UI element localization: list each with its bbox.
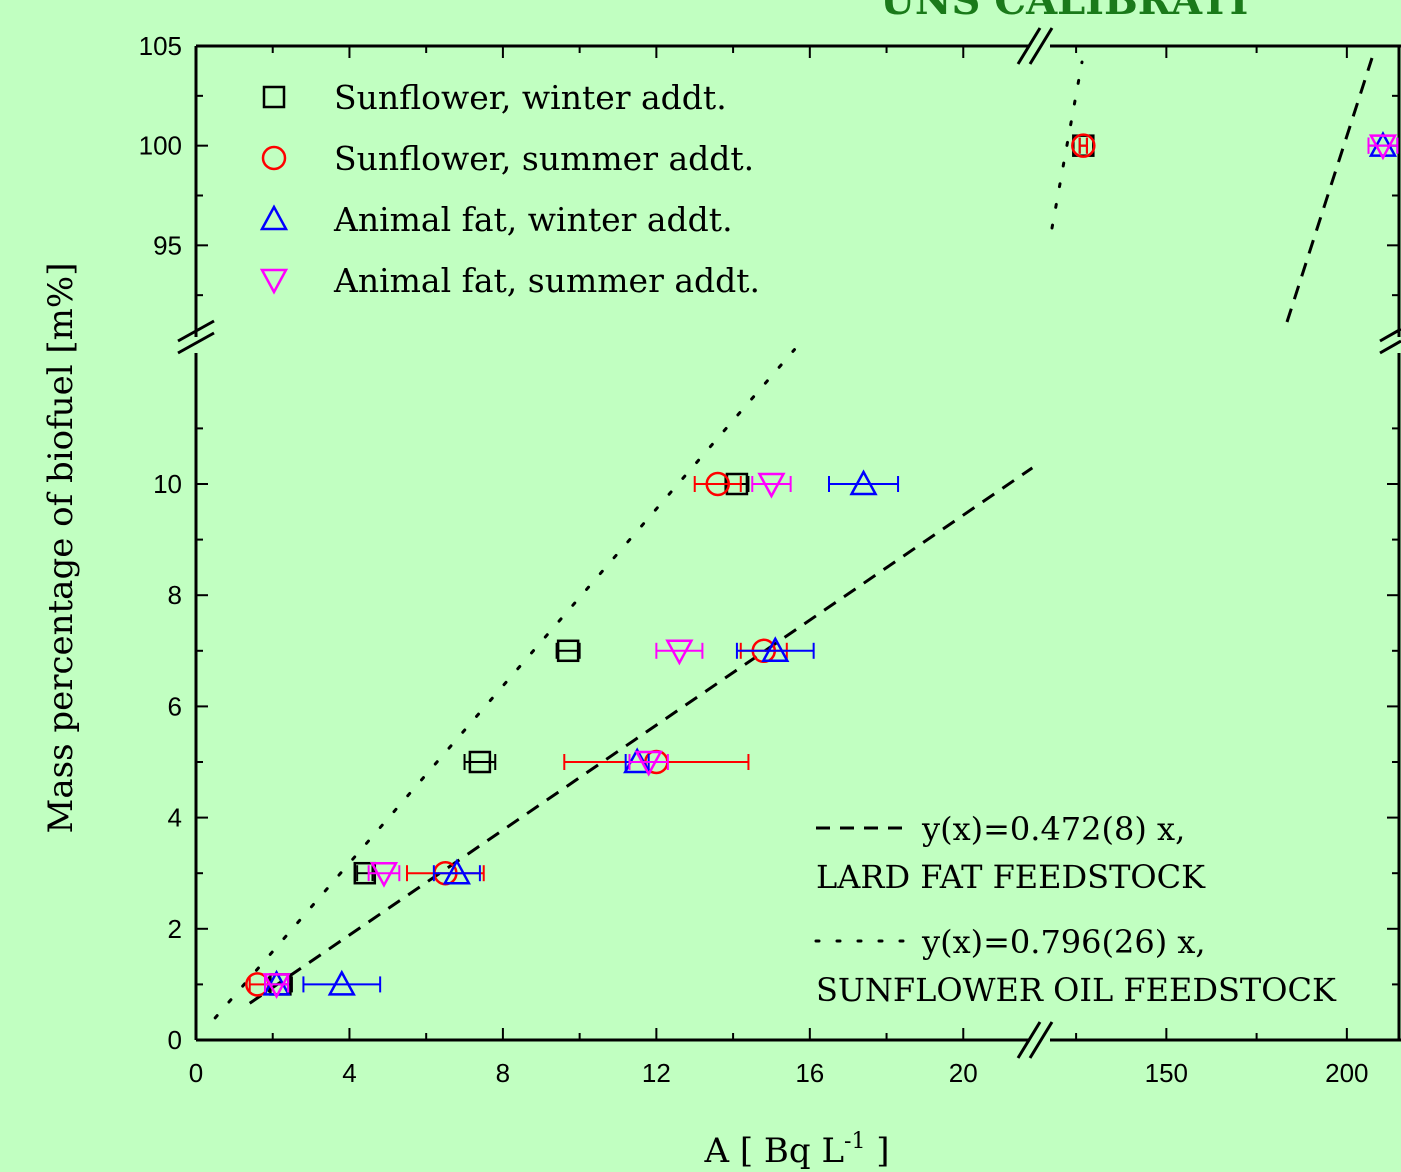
y-break-mark <box>1379 339 1401 355</box>
y-axis-label: Mass percentage of biofuel [m%] <box>41 263 81 834</box>
x-axis-label: A [ Bq L-1 ] <box>703 1129 889 1171</box>
marker-triangle-down <box>259 268 289 295</box>
fit-label: SUNFLOWER OIL FEEDSTOCK <box>816 971 1337 1009</box>
x-break-mark <box>1016 1021 1042 1059</box>
marker-square <box>468 750 492 774</box>
fit-equation: y(x)=0.472(8) x, <box>921 810 1185 848</box>
axis-ticks: 0 4 8 12 16 20 150 200 0 2 4 6 8 10 95 100 105 <box>139 31 1399 1088</box>
fit-line-dashed <box>248 466 1034 1005</box>
y-tick-label: 8 <box>168 580 182 610</box>
fit-label: LARD FAT FEEDSTOCK <box>816 858 1206 896</box>
fit-line-dotted <box>213 348 796 1020</box>
data-points <box>245 131 1399 1000</box>
x-tick-label: 0 <box>189 1058 203 1088</box>
marker-triangle-up <box>761 636 790 663</box>
x-tick-label: 16 <box>795 1058 824 1088</box>
marker-circle <box>261 145 287 171</box>
fit-equation: y(x)=0.796(26) x, <box>921 923 1206 961</box>
marker-triangle-up <box>442 858 471 885</box>
x-tick-label: 4 <box>342 1058 356 1088</box>
y-tick-label: 2 <box>168 914 182 944</box>
x-break-mark <box>1028 1021 1054 1059</box>
fit-line-dashed-upper <box>1285 57 1374 323</box>
y-tick-label: 10 <box>153 469 182 499</box>
x-tick-label: 12 <box>642 1058 671 1088</box>
y-break-mark <box>177 331 215 355</box>
marker-triangle-up <box>259 204 289 231</box>
marker-triangle-down <box>369 861 399 888</box>
fit-legend: y(x)=0.472(8) x, LARD FAT FEEDSTOCK y(x)=0… <box>814 810 1337 1009</box>
marker-triangle-down <box>262 973 291 1000</box>
legend: Sunflower, winter addt. Sunflower, summer… <box>259 78 760 300</box>
legend-label: Sunflower, summer addt. <box>334 139 754 178</box>
y-tick-label: 0 <box>168 1025 182 1055</box>
marker-triangle-down <box>634 750 663 777</box>
y-tick-label: 100 <box>139 131 182 161</box>
marker-triangle-down <box>757 472 786 499</box>
y-break-mark <box>1379 327 1401 343</box>
fit-lines <box>213 57 1374 1020</box>
x-tick-label: 20 <box>949 1058 978 1088</box>
y-break-mark <box>177 319 215 343</box>
marker-triangle-up <box>849 469 878 496</box>
x-tick-label: 150 <box>1145 1058 1188 1088</box>
fit-line-dotted-upper <box>1050 60 1084 230</box>
legend-label: Animal fat, summer addt. <box>333 261 760 300</box>
legend-label: Sunflower, winter addt. <box>334 78 727 117</box>
y-tick-label: 4 <box>168 803 182 833</box>
marker-square <box>556 639 580 663</box>
plot-frame <box>177 27 1401 1059</box>
x-tick-label: 8 <box>496 1058 510 1088</box>
marker-triangle-up <box>327 969 356 996</box>
series-3 <box>262 134 1399 1000</box>
marker-triangle-down <box>1368 134 1398 161</box>
x-break-mark <box>1016 27 1042 65</box>
marker-square <box>262 85 286 109</box>
y-tick-label: 6 <box>168 691 182 721</box>
y-tick-label: 105 <box>139 31 182 61</box>
y-tick-label: 95 <box>153 230 182 260</box>
x-break-mark <box>1028 27 1054 65</box>
marker-circle <box>705 471 730 497</box>
legend-label: Animal fat, winter addt. <box>333 200 733 239</box>
x-tick-label: 200 <box>1325 1058 1368 1088</box>
marker-triangle-down <box>665 639 694 666</box>
corner-title: UNS CALIBRATI <box>880 0 1248 24</box>
marker-circle <box>1071 133 1096 158</box>
